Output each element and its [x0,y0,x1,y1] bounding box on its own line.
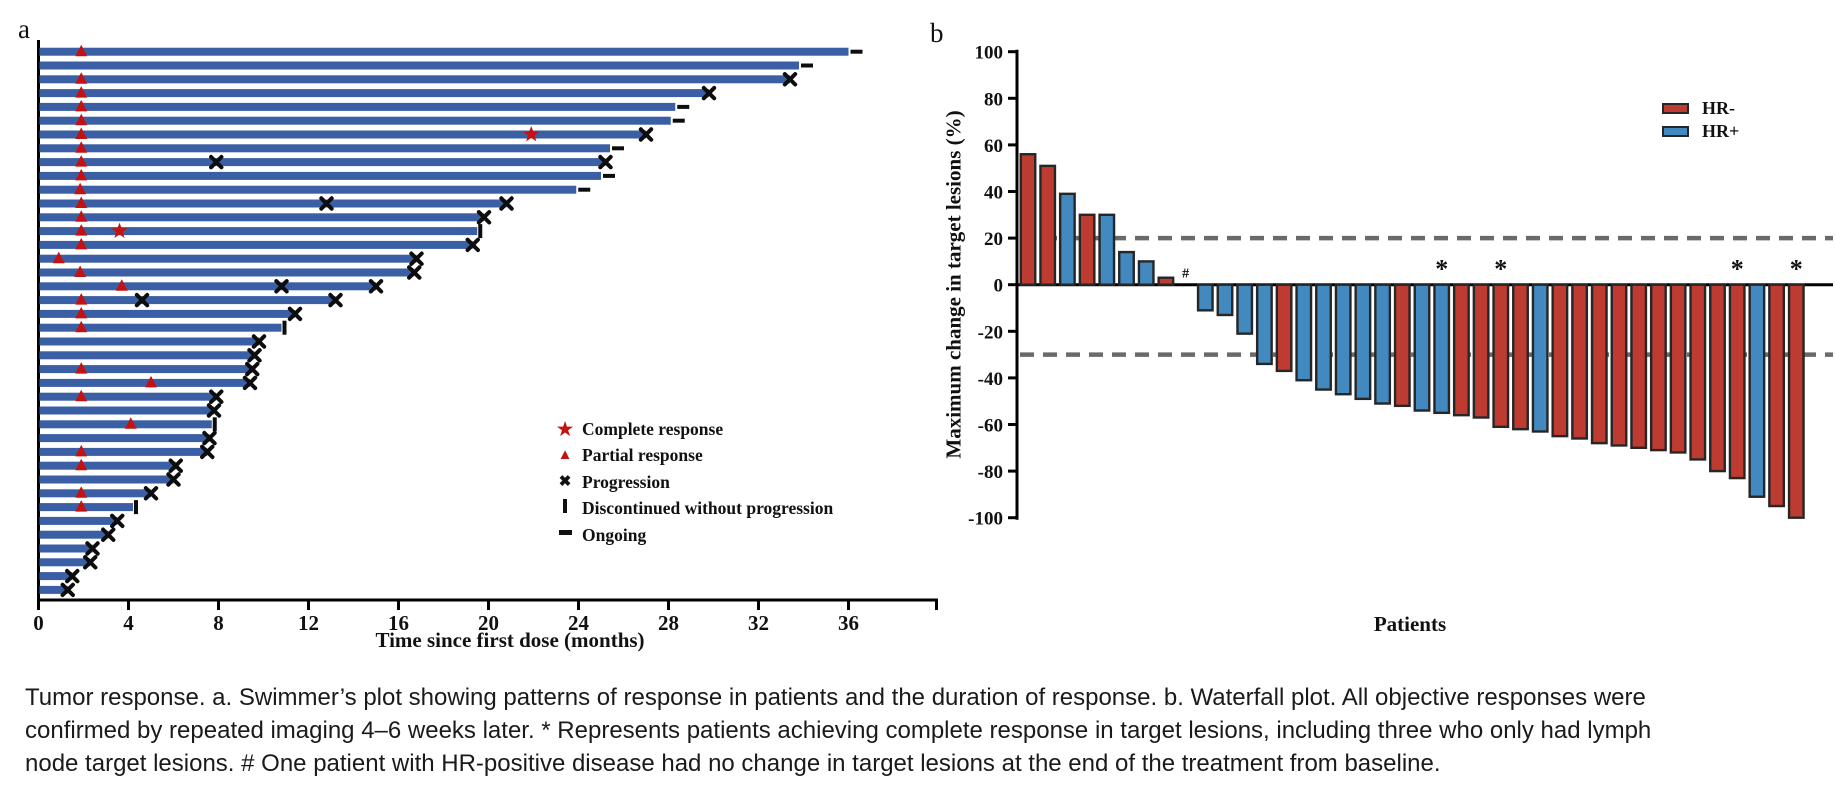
svg-text:32: 32 [748,611,769,635]
panel-a-label: a [18,14,30,44]
svg-text:20: 20 [478,611,499,635]
svg-text:-40: -40 [978,369,1003,390]
caption-line-3: node target lesions. # One patient with … [25,750,1441,777]
legend-item-hr-negative: HR- [1662,97,1739,120]
svg-text:16: 16 [388,611,409,635]
svg-text:12: 12 [298,611,319,635]
svg-text:4: 4 [123,611,134,635]
legend-item-ongoing: Ongoing [548,522,833,549]
svg-text:#: # [1182,267,1189,282]
dash-icon [548,526,582,544]
svg-text:-20: -20 [978,322,1003,343]
legend-item-partial-response: ▲ Partial response [548,443,833,470]
legend-item-progression: ✖ Progression [548,469,833,496]
figure-caption: Tumor response. a. Swimmer’s plot showin… [25,681,1825,780]
svg-text:*: * [1790,255,1803,284]
svg-text:24: 24 [568,611,590,635]
svg-text:*: * [1494,255,1507,284]
svg-text:60: 60 [984,136,1003,157]
svg-text:*: * [1435,255,1448,284]
swimmer-x-axis-title: Time since first dose (months) [375,628,645,652]
legend-item-hr-positive: HR+ [1662,120,1739,143]
legend-label: HR- [1702,98,1735,118]
svg-text:-60: -60 [978,416,1003,437]
x-marker-icon: ✖ [558,473,572,490]
svg-text:*: * [1731,255,1744,284]
legend-label: Complete response [582,418,724,439]
legend-item-discontinued: Discontinued without progression [548,496,833,523]
svg-text:80: 80 [984,89,1003,110]
charts-canvas: 0 4 8 12 16 20 24 28 32 36 100 80 60 40 20 0 -20 -40 -60 -8… [33,40,1833,635]
caption-line-2: confirmed by repeated imaging 4–6 weeks … [25,717,1652,744]
svg-text:0: 0 [33,611,44,635]
caption-line-1: Tumor response. a. Swimmer’s plot showin… [25,684,1646,711]
svg-text:-100: -100 [968,509,1003,530]
swimmer-legend: ★ Complete response ▲ Partial response ✖… [548,416,834,549]
panel-b-label: b [930,18,944,48]
svg-text:-80: -80 [978,462,1003,483]
legend-label: HR+ [1702,121,1740,141]
waterfall-legend: HR- HR+ [1662,97,1739,143]
vertical-bar-icon [548,499,582,518]
svg-text:40: 40 [984,183,1003,204]
svg-text:100: 100 [975,43,1004,64]
legend-label: Partial response [582,445,703,466]
svg-text:20: 20 [984,229,1003,250]
svg-text:8: 8 [213,611,224,635]
legend-label: Ongoing [582,524,647,545]
legend-item-complete-response: ★ Complete response [548,416,833,443]
star-icon: ★ [555,416,575,441]
svg-text:0: 0 [994,276,1004,297]
waterfall-y-axis-title: Maximum change in target lesions (%) [941,110,966,459]
waterfall-x-axis-title: Patients [1373,612,1447,636]
hr-positive-swatch [1662,126,1689,137]
legend-label: Discontinued without progression [582,498,834,519]
svg-text:36: 36 [838,611,859,635]
legend-label: Progression [582,471,670,492]
hr-negative-swatch [1662,103,1689,114]
triangle-icon: ▲ [557,447,573,464]
svg-text:28: 28 [658,611,679,635]
